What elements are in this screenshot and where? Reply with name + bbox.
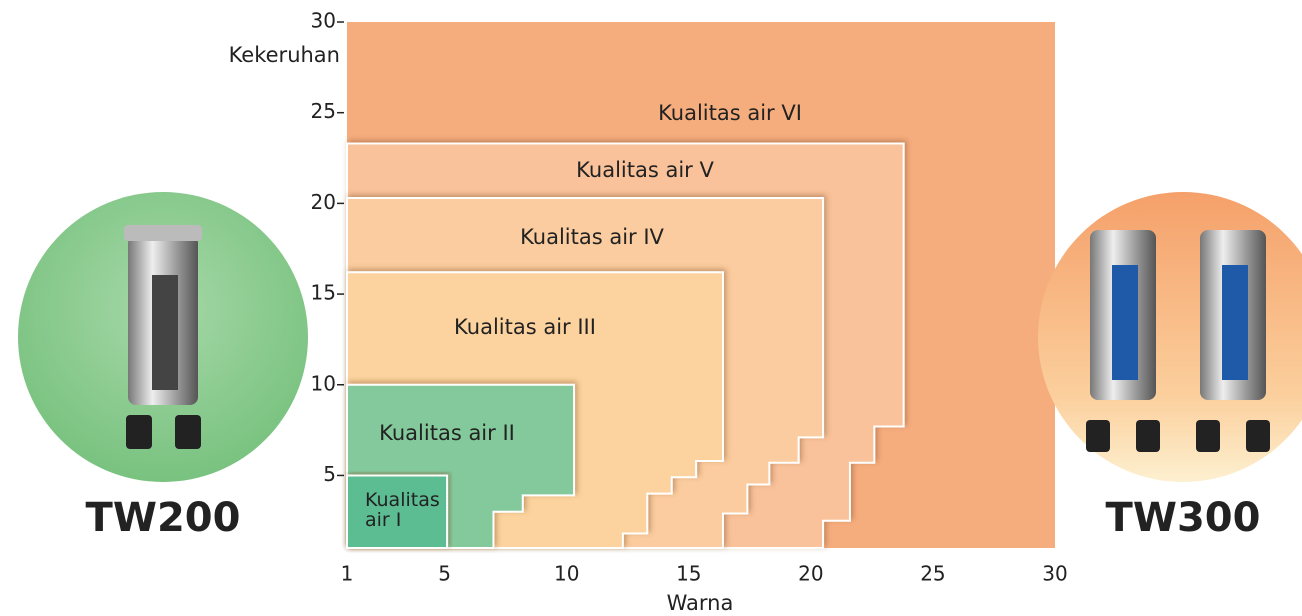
x-axis-label: Warna [667, 591, 734, 615]
region-label: Kualitas air V [576, 158, 714, 182]
region-label: Kualitas air VI [658, 101, 802, 125]
tank-label [152, 275, 178, 390]
region-label: Kualitas air II [379, 421, 515, 445]
tank-label [1112, 265, 1138, 380]
region-label: Kualitas air III [454, 315, 596, 339]
x-tick-label: 30 [1042, 562, 1067, 586]
tank-foot [1246, 420, 1270, 452]
tank-foot [126, 415, 152, 449]
tank-lid [124, 225, 202, 241]
x-tick-label: 1 [341, 562, 354, 586]
product-left [18, 192, 308, 482]
product-name: TW200 [86, 495, 241, 541]
x-tick-label: 25 [920, 562, 945, 586]
y-tick-label: 5 [323, 462, 336, 486]
y-tick-label: 25 [311, 99, 336, 123]
tank-foot [1196, 420, 1220, 452]
y-tick-label: 10 [311, 371, 336, 395]
y-tick-label: 30 [311, 9, 336, 33]
region-label: Kualitas air IV [520, 225, 664, 249]
x-tick-label: 15 [676, 562, 701, 586]
chart: TW200 TW300 Kekeruhan Warna 151015202530… [0, 0, 1302, 616]
y-tick-label: 20 [311, 190, 336, 214]
page: TW200 TW300 Kekeruhan Warna 151015202530… [0, 0, 1302, 616]
x-tick-label: 5 [438, 562, 451, 586]
tank-foot [1086, 420, 1110, 452]
region-label: Kualitas air I [365, 490, 445, 530]
tank-foot [175, 415, 201, 449]
tank-label [1222, 265, 1248, 380]
y-axis-label: Kekeruhan [229, 43, 340, 67]
product-name: TW300 [1106, 495, 1261, 541]
tank-foot [1136, 420, 1160, 452]
x-tick-label: 20 [798, 562, 823, 586]
x-tick-label: 10 [554, 562, 579, 586]
y-tick-label: 15 [311, 281, 336, 305]
product-right [1038, 192, 1302, 482]
